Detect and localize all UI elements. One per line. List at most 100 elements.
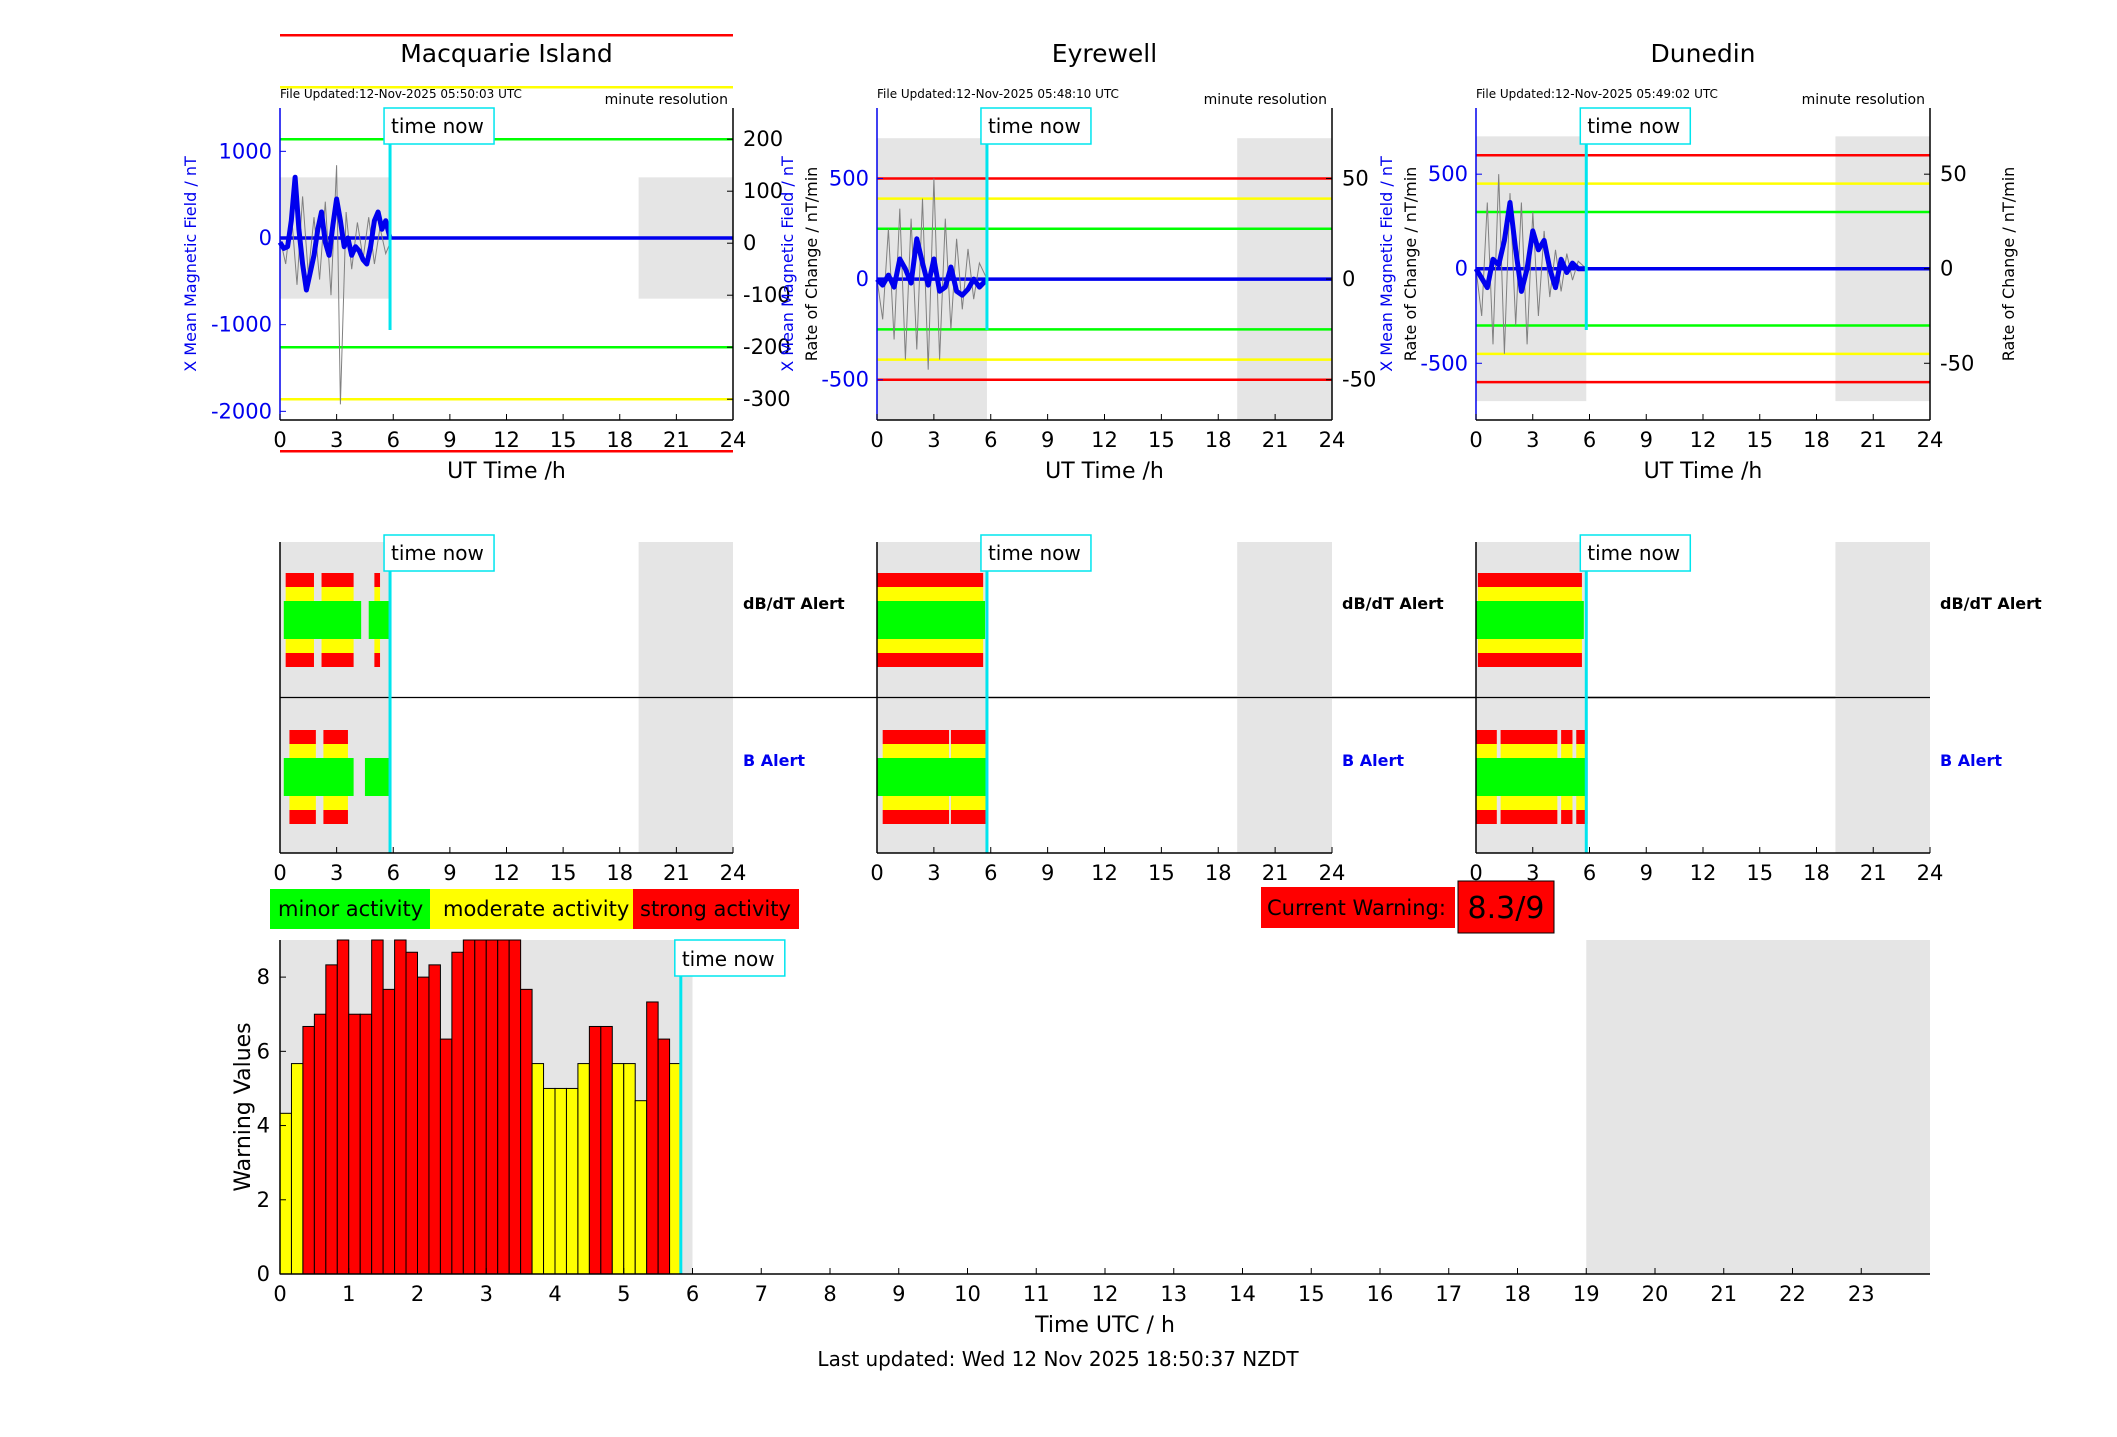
warning-bar bbox=[451, 951, 464, 1275]
x-tick-label: 12 bbox=[1690, 861, 1717, 885]
dbdt-moderate-top-1 bbox=[321, 587, 354, 601]
warning-bar bbox=[394, 939, 407, 1275]
y-right-tick-label: -50 bbox=[1342, 368, 1376, 392]
mean-field-series bbox=[875, 236, 989, 298]
station-title: Macquarie Island bbox=[400, 39, 613, 68]
b-moderate-bottom-1 bbox=[1500, 796, 1558, 810]
b-moderate-top-0 bbox=[289, 744, 316, 758]
x-axis-label: UT Time /h bbox=[447, 459, 566, 484]
x-tick-label: 21 bbox=[663, 861, 690, 885]
x-tick-label: 3 bbox=[330, 428, 343, 452]
x-tick-label: 3 bbox=[927, 428, 940, 452]
b-strong-bottom-0 bbox=[1476, 810, 1497, 824]
b-minor-0 bbox=[1476, 758, 1588, 796]
resolution-label: minute resolution bbox=[1204, 92, 1327, 108]
warning-bar bbox=[531, 1063, 545, 1275]
x-tick-label: 3 bbox=[927, 861, 940, 885]
y-tick-label: 6 bbox=[257, 1039, 270, 1063]
dbdt-strong-top-0 bbox=[285, 573, 314, 587]
y-left-axis-label: X Mean Magnetic Field / nT bbox=[1377, 156, 1396, 372]
current-warning: Current Warning: 8.3/9 bbox=[1261, 880, 1555, 934]
b-strong-bottom-1 bbox=[1500, 810, 1558, 824]
y-right-axis-label: Rate of Change / nT/min bbox=[802, 167, 821, 362]
x-tick-label: 24 bbox=[1319, 428, 1346, 452]
warning-bar bbox=[497, 939, 510, 1275]
x-tick-label: 14 bbox=[1229, 1282, 1256, 1306]
time-now-box bbox=[383, 107, 495, 145]
b-moderate-top-1 bbox=[1500, 744, 1558, 758]
x-tick-label: 24 bbox=[720, 861, 747, 885]
y-right-tick-label: -50 bbox=[1940, 351, 1974, 375]
dbdt-minor-0 bbox=[877, 601, 986, 639]
b-strong-bottom-2 bbox=[1561, 810, 1573, 824]
y-tick-label: 4 bbox=[257, 1114, 270, 1138]
x-tick-label: 9 bbox=[443, 861, 456, 885]
y-left-tick-label: -500 bbox=[1420, 351, 1468, 375]
x-tick-label: 11 bbox=[1023, 1282, 1050, 1306]
x-tick-label: 15 bbox=[1746, 428, 1773, 452]
macquarie-island-alert-chart: time now dB/dT Alert B Alert 0 3 6 9 12 15 18 21 24 bbox=[273, 534, 1930, 885]
warning-bar bbox=[405, 951, 418, 1275]
b-moderate-top-0 bbox=[882, 744, 950, 758]
warning-bar bbox=[543, 1087, 556, 1275]
y-right-tick-label: 0 bbox=[1940, 257, 1953, 281]
time-now-box bbox=[1579, 534, 1692, 572]
eyrewell-alert-chart: time now dB/dT Alert B Alert 0 3 6 9 12 15 18 21 24 bbox=[870, 534, 1930, 885]
warning-bar bbox=[634, 1100, 648, 1275]
time-now-box bbox=[674, 939, 786, 977]
dbdt-moderate-bottom-2 bbox=[374, 639, 381, 653]
x-tick-label: 22 bbox=[1779, 1282, 1806, 1306]
warning-bar bbox=[646, 1001, 659, 1275]
x-tick-label: 9 bbox=[1640, 861, 1653, 885]
b-moderate-bottom-3 bbox=[1576, 796, 1588, 810]
time-now-box bbox=[383, 534, 495, 572]
station-title: Dunedin bbox=[1651, 39, 1756, 68]
x-tick-label: 21 bbox=[1262, 428, 1289, 452]
dbdt-moderate-bottom-0 bbox=[1477, 639, 1582, 653]
macquarie-island-field-chart: time now File Updated:12-Nov-2025 05:50:0… bbox=[181, 33, 821, 484]
y-left-tick-label: 0 bbox=[856, 267, 869, 291]
warning-bar bbox=[657, 1038, 671, 1275]
y-left-tick-label: 500 bbox=[1428, 162, 1468, 186]
warning-bar bbox=[417, 976, 430, 1275]
b-moderate-top-2 bbox=[1561, 744, 1573, 758]
dbdt-minor-0 bbox=[283, 601, 362, 639]
x-tick-label: 9 bbox=[1041, 861, 1054, 885]
x-tick-label: 6 bbox=[984, 428, 997, 452]
x-tick-label: 4 bbox=[548, 1282, 561, 1306]
warning-bar bbox=[428, 964, 441, 1275]
mean-field-series bbox=[277, 174, 393, 293]
b-moderate-bottom-0 bbox=[289, 796, 316, 810]
dbdt-strong-top-1 bbox=[321, 573, 354, 587]
x-tick-label: 24 bbox=[1917, 861, 1944, 885]
warning-bar bbox=[462, 939, 476, 1275]
resolution-label: minute resolution bbox=[1802, 92, 1925, 108]
x-tick-label: 0 bbox=[870, 861, 883, 885]
warning-bar bbox=[382, 988, 396, 1275]
warning-bar bbox=[554, 1087, 567, 1275]
b-moderate-bottom-1 bbox=[950, 796, 987, 810]
warning-bar bbox=[336, 939, 350, 1275]
warning-bar bbox=[348, 1013, 361, 1275]
x-tick-label: 21 bbox=[1710, 1282, 1737, 1306]
b-alert-label: B Alert bbox=[1342, 751, 1404, 770]
warning-bar bbox=[439, 1038, 453, 1275]
dbdt-moderate-bottom-0 bbox=[877, 639, 984, 653]
b-moderate-bottom-1 bbox=[323, 796, 348, 810]
warning-bar bbox=[474, 939, 487, 1275]
x-tick-label: 3 bbox=[1526, 428, 1539, 452]
x-tick-label: 7 bbox=[755, 1282, 768, 1306]
y-right-tick-label: 50 bbox=[1940, 162, 1967, 186]
x-tick-label: 19 bbox=[1573, 1282, 1600, 1306]
x-tick-label: 6 bbox=[984, 861, 997, 885]
warning-bar bbox=[485, 939, 499, 1275]
y-axis-label: Warning Values bbox=[231, 1022, 256, 1191]
warning-bar bbox=[279, 1112, 292, 1275]
x-tick-label: 16 bbox=[1367, 1282, 1394, 1306]
b-strong-bottom-0 bbox=[289, 810, 316, 824]
dbdt-moderate-top-0 bbox=[1477, 587, 1582, 601]
x-tick-label: 17 bbox=[1435, 1282, 1462, 1306]
time-now-label: time now bbox=[988, 114, 1081, 138]
x-tick-label: 0 bbox=[273, 1282, 286, 1306]
